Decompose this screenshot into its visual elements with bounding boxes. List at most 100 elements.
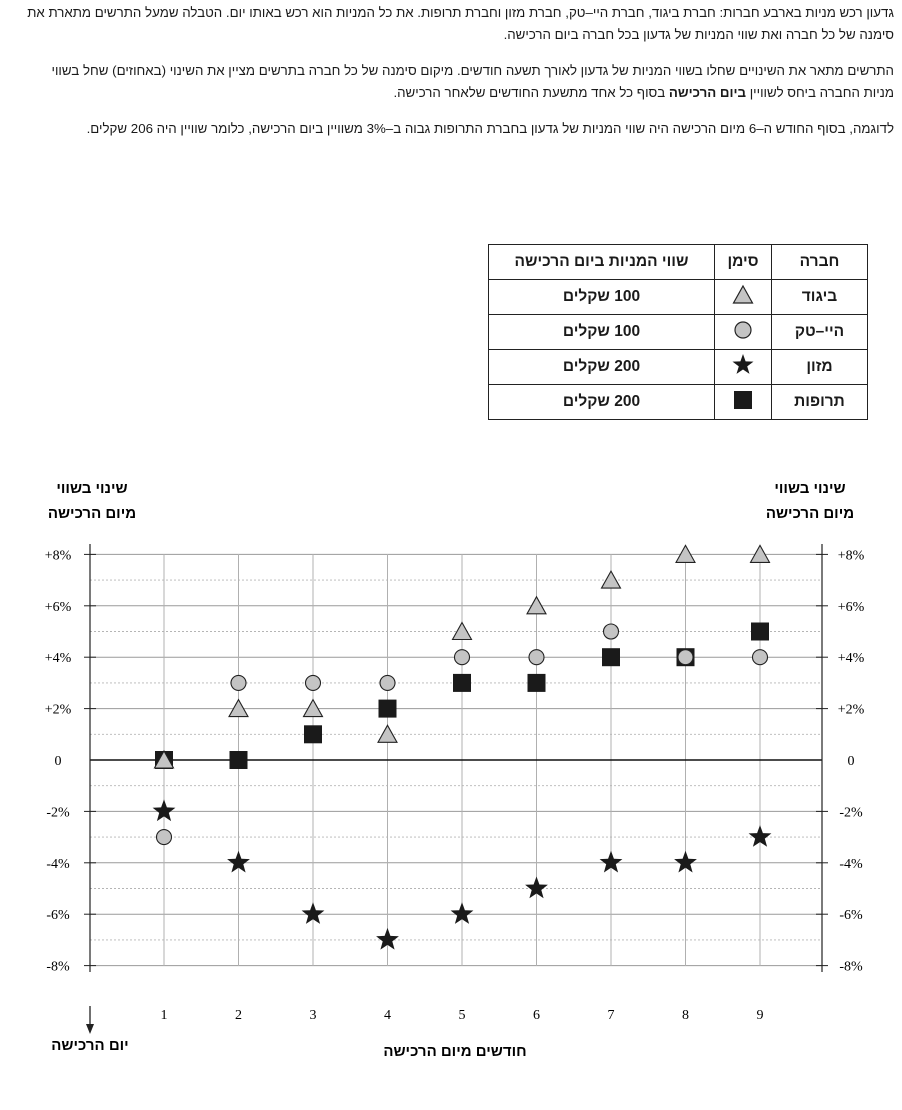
- y-tick-label-right: -2%: [839, 805, 863, 820]
- data-point-triangle: [228, 698, 249, 718]
- x-tick-label: 9: [757, 1008, 764, 1023]
- data-point-star: [674, 850, 697, 873]
- y-axis-title-right-line1: שינוי בשווי: [774, 480, 845, 497]
- data-point-triangle: [153, 749, 175, 769]
- y-axis-title-right-line2: מיום הרכישה: [766, 505, 854, 522]
- data-point-circle: [379, 674, 396, 691]
- data-point-circle: [230, 674, 247, 691]
- data-point-circle: [155, 829, 173, 846]
- intro-p2-end: בסוף כל אחד מתשעת החודשים שלאחר הרכישה.: [393, 85, 669, 101]
- origin-label: יום הרכישה: [51, 1037, 128, 1054]
- origin-arrow-head: [86, 1024, 94, 1034]
- y-tick-label-left: -8%: [46, 960, 70, 975]
- legend-company: היי–טק: [771, 314, 868, 350]
- intro-text: גדעון רכש מניות בארבע חברות: חברת ביגוד,…: [18, 2, 894, 153]
- legend-row-clothing: ביגוד 100 שקלים: [488, 279, 868, 315]
- square-icon: [734, 390, 752, 409]
- legend-company: מזון: [771, 349, 868, 385]
- legend-value: 100 שקלים: [488, 314, 715, 350]
- y-tick-label-left: 0: [55, 754, 62, 769]
- legend-value: 200 שקלים: [488, 384, 715, 420]
- y-axis-title-left-line2: מיום הרכישה: [48, 505, 136, 522]
- intro-paragraph-2: התרשים מתאר את השינויים שחלו בשווי המניו…: [18, 60, 895, 105]
- y-axis-title-left-line1: שינוי בשווי: [56, 480, 127, 497]
- y-tick-label-left: +8%: [45, 548, 72, 563]
- data-point-circle: [602, 623, 620, 640]
- data-point-triangle: [377, 724, 398, 743]
- data-point-square: [378, 699, 397, 718]
- data-point-circle: [528, 649, 545, 666]
- data-point-square: [527, 673, 546, 692]
- y-tick-label-right: +2%: [838, 703, 865, 718]
- y-tick-label-right: +8%: [838, 548, 865, 563]
- data-point-circle: [751, 649, 769, 666]
- chart-labels: שינוי בשווי מיום הרכישה שינוי בשווי מיום…: [45, 480, 865, 1060]
- legend-row-food: מזון 200 שקלים: [488, 349, 868, 385]
- data-point-star: [748, 825, 772, 847]
- data-point-triangle: [302, 698, 324, 718]
- x-tick-label: 2: [235, 1008, 242, 1023]
- legend-table: חברה סימן שווי המניות ביום הרכישה ביגוד …: [488, 244, 868, 420]
- data-point-circle: [453, 649, 471, 666]
- y-tick-label-right: +4%: [838, 651, 865, 666]
- x-tick-label: 3: [310, 1008, 317, 1023]
- y-tick-label-left: +4%: [45, 651, 72, 666]
- data-point-star: [301, 902, 325, 924]
- data-point-square: [229, 751, 248, 769]
- legend-company: ביגוד: [771, 279, 868, 315]
- intro-paragraph-3: לדוגמה, בסוף החודש ה–6 מיום הרכישה היה ש…: [86, 120, 894, 136]
- data-point-triangle: [451, 621, 473, 641]
- x-tick-label: 5: [459, 1008, 466, 1023]
- chart-axes: [84, 544, 828, 1034]
- y-tick-label-right: -6%: [839, 908, 863, 923]
- legend-value: 100 שקלים: [488, 279, 715, 315]
- data-point-triangle: [526, 595, 547, 615]
- data-point-star: [376, 927, 399, 950]
- data-point-triangle: [600, 569, 622, 589]
- legend-header-row: חברה סימן שווי המניות ביום הרכישה: [488, 244, 868, 280]
- legend-header-value: שווי המניות ביום הרכישה: [488, 244, 715, 280]
- data-point-square: [453, 673, 471, 692]
- x-axis-title: חודשים מיום הרכישה: [383, 1043, 526, 1060]
- y-tick-label-right: +6%: [838, 600, 865, 615]
- y-tick-label-left: +6%: [45, 600, 72, 615]
- data-point-square: [602, 648, 620, 667]
- intro-paragraph-1: גדעון רכש מניות בארבע חברות: חברת ביגוד,…: [27, 5, 894, 43]
- data-point-circle: [304, 674, 322, 691]
- data-point-triangle: [749, 544, 771, 563]
- triangle-icon: [732, 284, 754, 304]
- y-tick-label-right: 0: [848, 754, 855, 769]
- circle-icon: [734, 320, 752, 339]
- data-point-star: [450, 902, 474, 924]
- legend-header-symbol: סימן: [714, 244, 772, 280]
- legend-row-hitech: היי–טק 100 שקלים: [488, 314, 868, 350]
- star-icon: [732, 353, 754, 374]
- legend-value: 200 שקלים: [488, 349, 715, 385]
- data-point-star: [152, 799, 176, 822]
- y-tick-label-left: +2%: [45, 703, 72, 718]
- x-tick-label: 8: [682, 1008, 689, 1023]
- chart-marks: [152, 544, 772, 950]
- data-point-square: [751, 622, 769, 641]
- x-tick-label: 1: [161, 1008, 168, 1023]
- intro-p2-bold: ביום הרכישה: [668, 85, 747, 101]
- x-tick-label: 4: [384, 1008, 391, 1023]
- legend-company: תרופות: [771, 384, 868, 420]
- y-tick-label-right: -4%: [839, 857, 863, 872]
- scatter-chart: שינוי בשווי מיום הרכישה שינוי בשווי מיום…: [45, 480, 865, 1060]
- data-point-circle: [677, 649, 694, 666]
- y-tick-label-left: -6%: [46, 908, 70, 923]
- data-point-star: [525, 876, 548, 899]
- data-point-star: [227, 850, 250, 873]
- intro-p2-start: התרשים מתאר את השינויים שחלו בשווי המניו…: [51, 62, 895, 101]
- data-point-triangle: [675, 544, 696, 563]
- y-tick-label-right: -8%: [839, 960, 863, 975]
- data-point-star: [599, 850, 623, 873]
- y-tick-label-left: -4%: [46, 857, 70, 872]
- y-tick-label-left: -2%: [46, 805, 70, 820]
- data-point-square: [304, 725, 322, 744]
- legend-row-pharma: תרופות 200 שקלים: [488, 384, 868, 420]
- x-tick-label: 6: [533, 1008, 540, 1023]
- x-tick-label: 7: [608, 1008, 615, 1023]
- legend-header-company: חברה: [771, 244, 868, 280]
